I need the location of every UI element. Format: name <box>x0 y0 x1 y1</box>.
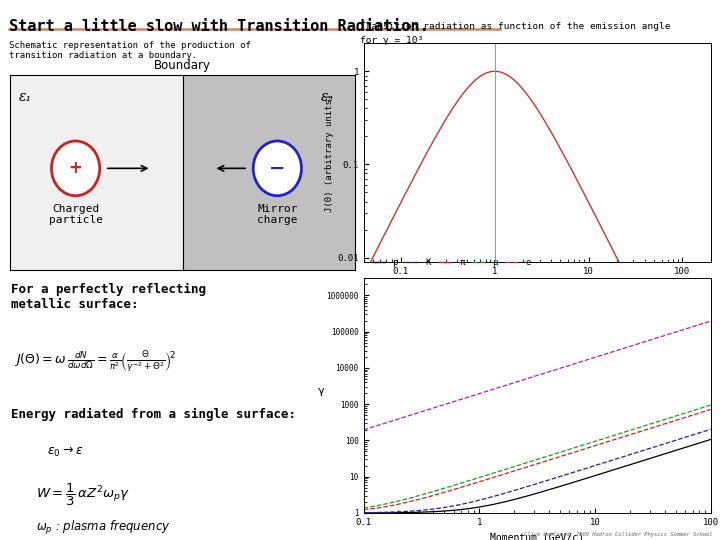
Text: $\omega_p$ : plasma frequency: $\omega_p$ : plasma frequency <box>36 519 171 537</box>
Text: Clive Woolserd, 2009 Hadron Collider Physics Summer School: Clive Woolserd, 2009 Hadron Collider Phy… <box>524 532 713 537</box>
Y-axis label: J(Θ) (arbitrary units): J(Θ) (arbitrary units) <box>325 93 335 212</box>
Circle shape <box>51 141 100 195</box>
Text: Transition radiation as function of the emission angle: Transition radiation as function of the … <box>360 22 670 31</box>
Text: Energy radiated from a single surface:: Energy radiated from a single surface: <box>11 408 296 421</box>
Text: −: − <box>269 159 286 178</box>
Text: Schematic representation of the production of
transition radiation at a boundary: Schematic representation of the producti… <box>9 40 251 60</box>
Text: ε₂: ε₂ <box>321 90 334 104</box>
Text: Start a little slow with Transition Radiation.: Start a little slow with Transition Radi… <box>9 19 429 34</box>
Text: for γ = 10³: for γ = 10³ <box>360 36 423 45</box>
Text: For a perfectly reflecting
metallic surface:: For a perfectly reflecting metallic surf… <box>11 284 206 312</box>
Circle shape <box>253 141 302 195</box>
X-axis label: Momentum (GeV/c): Momentum (GeV/c) <box>490 532 584 540</box>
Text: Mirror
charge: Mirror charge <box>257 204 297 225</box>
Text: +: + <box>68 159 83 177</box>
Legend: p, K, π, μ, e: p, K, π, μ, e <box>368 254 535 271</box>
Text: ε₁: ε₁ <box>19 90 32 104</box>
Text: $W = \dfrac{1}{3}\,\alpha Z^2 \omega_p \gamma$: $W = \dfrac{1}{3}\,\alpha Z^2 \omega_p \… <box>36 482 130 508</box>
Text: Boundary: Boundary <box>154 59 211 72</box>
Text: $\varepsilon_0 \rightarrow \varepsilon$: $\varepsilon_0 \rightarrow \varepsilon$ <box>47 445 83 459</box>
X-axis label: Emission angle Θ (mrad): Emission angle Θ (mrad) <box>475 281 599 291</box>
Y-axis label: γ: γ <box>318 386 324 395</box>
Text: $J(\Theta) = \omega\,\frac{dN}{d\omega d\Omega} = \frac{\alpha}{\pi^2}\left(\fra: $J(\Theta) = \omega\,\frac{dN}{d\omega d… <box>14 349 176 374</box>
Text: Charged
particle: Charged particle <box>49 204 103 225</box>
